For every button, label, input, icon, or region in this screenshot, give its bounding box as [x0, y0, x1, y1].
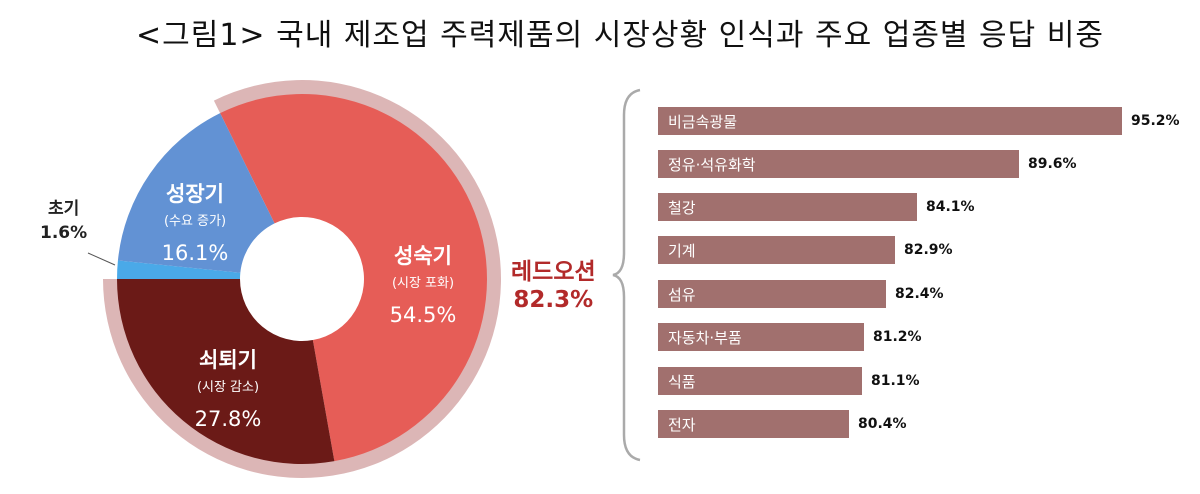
bar-value: 81.1% — [871, 373, 920, 389]
bar-value: 82.4% — [895, 286, 944, 302]
bar: 섬유 — [658, 280, 886, 308]
label-decline: 쇠퇴기 (시장 감소) 27.8% — [194, 348, 262, 431]
bar-value: 80.4% — [858, 416, 907, 432]
bar-row: 기계 82.9% — [658, 236, 953, 264]
bar-value: 89.6% — [1028, 156, 1077, 172]
label-mature: 성숙기 (시장 포화) 54.5% — [389, 244, 457, 327]
bar: 식품 — [658, 367, 862, 395]
bar-row: 철강 84.1% — [658, 193, 975, 221]
bar: 철강 — [658, 193, 917, 221]
slice-mature — [220, 93, 488, 462]
bar-row: 식품 81.1% — [658, 367, 920, 395]
bar: 비금속광물 — [658, 107, 1122, 135]
label-growth: 성장기 (수요 증가) 16.1% — [161, 182, 229, 265]
slice-growth — [117, 113, 275, 273]
bar-row: 자동차·부품 81.2% — [658, 323, 922, 351]
bar-row: 비금속광물 95.2% — [658, 107, 1180, 135]
bar: 정유·석유화학 — [658, 150, 1019, 178]
donut-chart — [87, 80, 501, 479]
bar-row: 전자 80.4% — [658, 410, 907, 438]
red-ocean-annotation: 레드오션 82.3% — [511, 259, 596, 313]
bar-value: 81.2% — [873, 329, 922, 345]
bar-value: 84.1% — [926, 199, 975, 215]
slice-early — [117, 260, 241, 279]
bar-row: 정유·석유화학 89.6% — [658, 150, 1077, 178]
label-early: 초기 1.6% — [40, 199, 88, 243]
brace-icon — [612, 88, 641, 462]
leader-line — [87, 252, 116, 266]
bar: 전자 — [658, 410, 849, 438]
bar: 자동차·부품 — [658, 323, 864, 351]
bar-value: 95.2% — [1131, 113, 1180, 129]
figure-title: <그림1> 국내 제조업 주력제품의 시장상황 인식과 주요 업종별 응답 비중 — [136, 18, 1104, 53]
bar: 기계 — [658, 236, 895, 264]
bar-row: 섬유 82.4% — [658, 280, 944, 308]
bar-value: 82.9% — [904, 242, 953, 258]
slice-decline — [117, 279, 335, 465]
